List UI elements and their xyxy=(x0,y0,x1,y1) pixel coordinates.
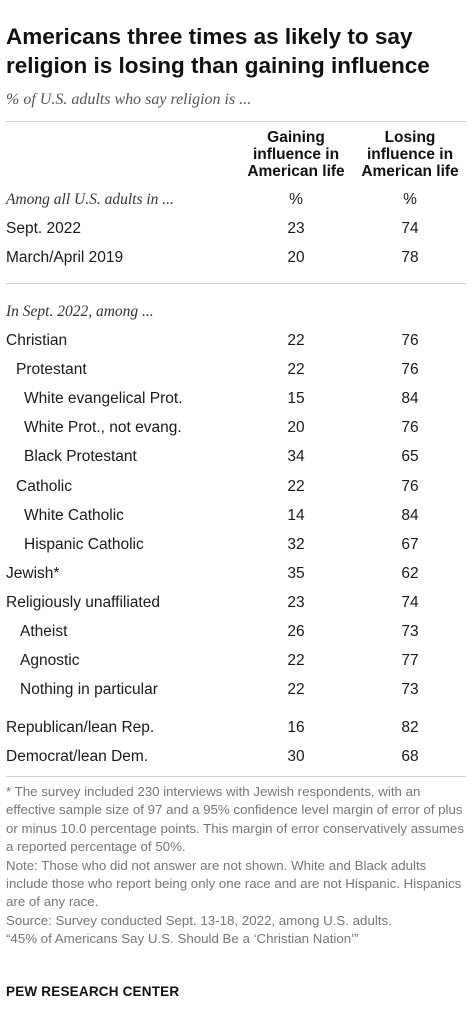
value-losing: 82 xyxy=(401,719,419,736)
divider xyxy=(6,121,466,122)
value-losing: 73 xyxy=(401,681,419,698)
row-label: In Sept. 2022, among ... xyxy=(6,303,154,320)
value-losing: 78 xyxy=(401,249,419,266)
footnote-source: Source: Survey conducted Sept. 13-18, 20… xyxy=(6,912,392,928)
row-label: Catholic xyxy=(16,478,72,495)
value-losing: 76 xyxy=(401,419,419,436)
table-row: Catholic 22 76 xyxy=(0,475,472,499)
table-row: Agnostic 22 77 xyxy=(0,649,472,673)
table-row: Republican/lean Rep. 16 82 xyxy=(0,716,472,740)
value-gaining: 30 xyxy=(287,748,305,765)
value-gaining: 15 xyxy=(287,390,305,407)
value-gaining: 20 xyxy=(287,419,305,436)
row-label: White Prot., not evang. xyxy=(24,419,182,436)
footnote-note: Note: Those who did not answer are not s… xyxy=(6,857,462,910)
value-losing: 74 xyxy=(401,594,419,611)
table-row: Atheist 26 73 xyxy=(0,620,472,644)
table-row: Black Protestant 34 65 xyxy=(0,445,472,469)
value-losing: 67 xyxy=(401,536,419,553)
chart-subtitle: % of U.S. adults who say religion is ... xyxy=(6,91,252,108)
table-row: White Prot., not evang. 20 76 xyxy=(0,416,472,440)
row-label: Republican/lean Rep. xyxy=(6,719,155,736)
table-row: Christian 22 76 xyxy=(0,329,472,353)
value-losing: 62 xyxy=(401,565,419,582)
section-heading-sept-2022: In Sept. 2022, among ... xyxy=(0,300,472,324)
brand-logo-text: PEW RESEARCH CENTER xyxy=(6,984,180,999)
value-losing: % xyxy=(403,191,417,208)
table-row: Religiously unaffiliated 23 74 xyxy=(0,591,472,615)
table-row: Sept. 2022 23 74 xyxy=(0,217,472,241)
column-header-losing: Losing influence in American life xyxy=(361,129,459,180)
footnote-report-title: “45% of Americans Say U.S. Should Be a ‘… xyxy=(6,931,359,947)
table-row: March/April 2019 20 78 xyxy=(0,246,472,270)
table-row: Democrat/lean Dem. 30 68 xyxy=(0,745,472,769)
value-gaining: 22 xyxy=(287,478,305,495)
table-row: Nothing in particular 22 73 xyxy=(0,678,472,702)
row-label: Protestant xyxy=(16,361,87,378)
row-label: Nothing in particular xyxy=(20,681,158,698)
row-label: Atheist xyxy=(20,623,68,640)
value-losing: 73 xyxy=(401,623,419,640)
value-gaining: % xyxy=(289,191,303,208)
value-gaining: 23 xyxy=(287,220,305,237)
row-label: White Catholic xyxy=(24,507,124,524)
value-gaining: 16 xyxy=(287,719,305,736)
row-label: White evangelical Prot. xyxy=(24,390,183,407)
value-losing: 77 xyxy=(401,652,419,669)
value-gaining: 22 xyxy=(287,361,305,378)
divider xyxy=(6,776,466,777)
row-label: Religiously unaffiliated xyxy=(6,594,160,611)
value-losing: 76 xyxy=(401,478,419,495)
value-gaining: 26 xyxy=(287,623,305,640)
value-gaining: 34 xyxy=(287,448,305,465)
table-row: Jewish* 35 62 xyxy=(0,562,472,586)
value-losing: 65 xyxy=(401,448,419,465)
row-label: Jewish* xyxy=(6,565,60,582)
row-label: Democrat/lean Dem. xyxy=(6,748,149,765)
value-losing: 68 xyxy=(401,748,419,765)
value-gaining: 14 xyxy=(287,507,305,524)
value-gaining: 32 xyxy=(287,536,305,553)
column-header-gaining: Gaining influence in American life xyxy=(247,129,345,180)
table-row: Hispanic Catholic 32 67 xyxy=(0,533,472,557)
footnote-jewish-sample: * The survey included 230 interviews wit… xyxy=(6,784,464,855)
section-heading-all-adults: Among all U.S. adults in ...%% xyxy=(0,188,472,212)
value-losing: 76 xyxy=(401,332,419,349)
value-gaining: 22 xyxy=(287,652,305,669)
value-gaining: 35 xyxy=(287,565,305,582)
value-losing: 76 xyxy=(401,361,419,378)
value-gaining: 22 xyxy=(287,681,305,698)
value-losing: 84 xyxy=(401,507,419,524)
value-gaining: 22 xyxy=(287,332,305,349)
row-label: Black Protestant xyxy=(24,448,137,465)
row-label: March/April 2019 xyxy=(6,249,124,266)
table-row: White evangelical Prot. 15 84 xyxy=(0,387,472,411)
value-gaining: 23 xyxy=(287,594,305,611)
value-gaining: 20 xyxy=(287,249,305,266)
row-label: Hispanic Catholic xyxy=(24,536,144,553)
table-row: White Catholic 14 84 xyxy=(0,504,472,528)
row-label: Sept. 2022 xyxy=(6,220,81,237)
row-label: Among all U.S. adults in ... xyxy=(6,191,174,208)
row-label: Agnostic xyxy=(20,652,80,669)
row-label: Christian xyxy=(6,332,68,349)
table-row: Protestant 22 76 xyxy=(0,358,472,382)
value-losing: 74 xyxy=(401,220,419,237)
chart-title: Americans three times as likely to say r… xyxy=(6,24,430,78)
footnotes: * The survey included 230 interviews wit… xyxy=(6,783,468,949)
divider xyxy=(6,283,466,284)
value-losing: 84 xyxy=(401,390,419,407)
